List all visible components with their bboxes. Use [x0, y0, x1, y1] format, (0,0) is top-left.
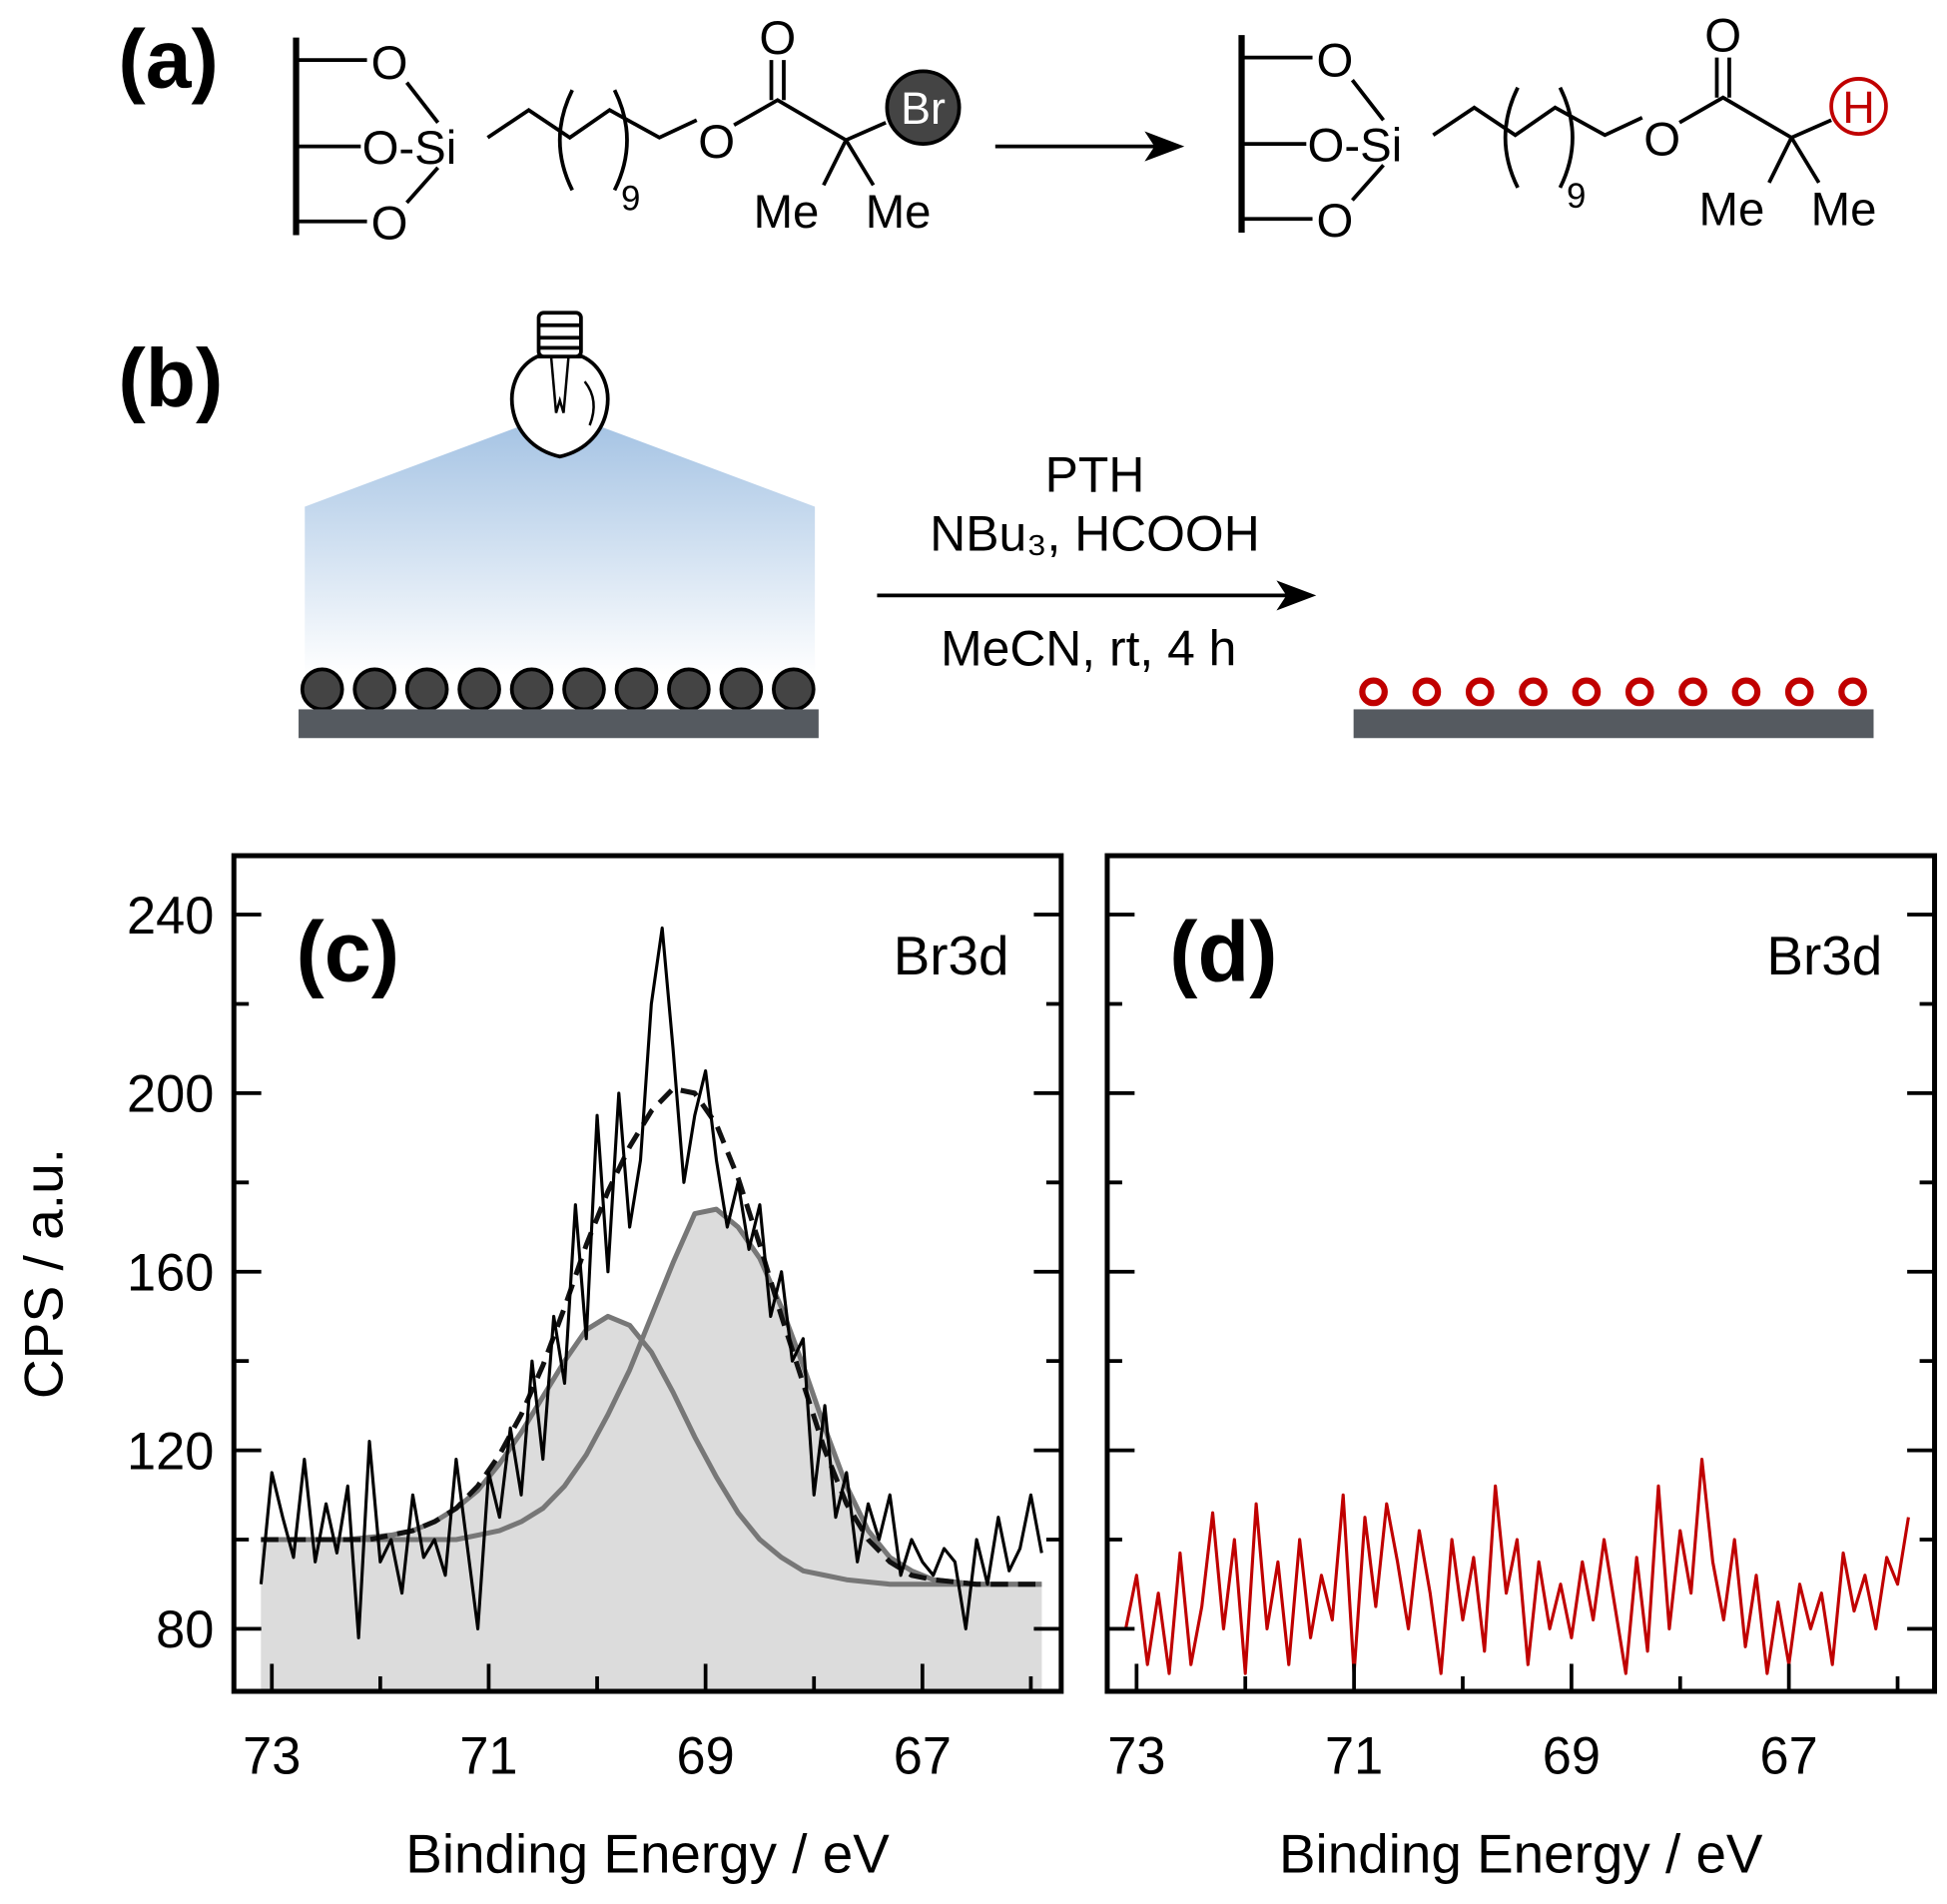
spectrum [259, 926, 1043, 1639]
ring [1731, 677, 1761, 707]
ring [1519, 677, 1548, 707]
dot [719, 667, 764, 712]
bracket [1503, 86, 1575, 189]
repeat-count: 9 [1567, 177, 1586, 216]
atom: Br [901, 83, 946, 134]
atom: O [1643, 113, 1680, 166]
bracket [557, 89, 629, 192]
x-axis-label: Binding Energy / eV [1279, 1823, 1763, 1885]
atom: O [1704, 9, 1741, 62]
ring [1624, 677, 1654, 707]
atom: O-Si [1308, 120, 1403, 173]
panel-label: (b) [118, 332, 223, 424]
dot [509, 667, 554, 712]
ring [1359, 677, 1388, 707]
repeat-count: 9 [621, 179, 640, 218]
atom: O-Si [362, 122, 457, 175]
atom: O [698, 116, 735, 169]
atom: Me [866, 186, 932, 239]
arrow-head [1144, 131, 1185, 162]
panel-label: (a) [118, 14, 219, 106]
substrate [299, 709, 819, 739]
dot [562, 667, 606, 712]
annotation: Br3d [894, 925, 1009, 986]
ring [1784, 677, 1814, 707]
y-tick-label: 120 [127, 1423, 214, 1481]
y-tick-label: 200 [127, 1066, 214, 1124]
dot [300, 667, 344, 712]
fit-area [261, 1209, 1042, 1692]
charts: 80 120 160 200 240 73 71 69 67 (c) Br3d Binding Ene… [12, 853, 1938, 1885]
atom: Me [754, 186, 820, 239]
light-cone [305, 425, 816, 676]
conditions: MeCN, rt, 4 h [941, 620, 1236, 676]
atom: O [1317, 195, 1354, 248]
arrow-head [1276, 580, 1317, 611]
x-tick-label: 67 [1760, 1728, 1818, 1786]
y-tick-label: 80 [156, 1601, 214, 1659]
x-axis-label: Binding Energy / eV [405, 1823, 890, 1885]
ring [1412, 677, 1442, 707]
annotation: Br3d [1766, 925, 1882, 986]
reagent: PTH [1045, 446, 1145, 502]
hydrogen-rings [1359, 677, 1867, 707]
end-group-ring [1829, 77, 1888, 136]
light-bulb [509, 311, 610, 459]
panel-label: (d) [1169, 905, 1277, 999]
ring [1838, 677, 1867, 707]
bond [296, 58, 440, 224]
atom: O [371, 37, 408, 90]
y-axis-label: CPS / a.u. [12, 1148, 74, 1399]
y-tick-label: 160 [127, 1244, 214, 1302]
y-tick-label: 240 [127, 888, 214, 946]
chart: 73 71 69 67 (d) Br3d Binding Energy / eV [1104, 853, 1938, 1885]
chart: 80 120 160 200 240 73 71 69 67 (c) Br3d Binding Ene… [12, 853, 1064, 1885]
bond [1241, 55, 1386, 222]
x-tick-label: 73 [1107, 1728, 1165, 1786]
atom: Me [1699, 183, 1765, 236]
plot-area [259, 926, 1043, 1692]
ring [1465, 677, 1495, 707]
x-tick-label: 71 [459, 1728, 517, 1786]
ring [1572, 677, 1602, 707]
atom: Me [1811, 183, 1877, 236]
ring [1678, 677, 1707, 707]
atom: O [371, 197, 408, 250]
panel-label: (c) [297, 905, 400, 999]
atom: O [759, 12, 796, 65]
dot [667, 667, 711, 712]
fit-component [261, 1313, 1042, 1587]
x-tick-label: 71 [1325, 1728, 1383, 1786]
end-group-ball [885, 69, 962, 146]
additives: NBu₃, HCOOH [930, 505, 1259, 561]
dot [614, 667, 659, 712]
spectrum [1123, 1457, 1910, 1675]
fit-envelope [261, 1085, 1042, 1587]
x-tick-label: 69 [677, 1728, 735, 1786]
chain [1432, 57, 1832, 184]
x-tick-label: 67 [894, 1728, 952, 1786]
dot [352, 667, 396, 712]
dot [457, 667, 501, 712]
dot [772, 667, 816, 712]
atom: H [1842, 82, 1874, 133]
bromine-dots [300, 667, 816, 712]
chain [486, 60, 887, 187]
x-tick-label: 69 [1543, 1728, 1601, 1786]
x-tick-label: 73 [243, 1728, 301, 1786]
dot [404, 667, 449, 712]
substrate [1353, 709, 1874, 739]
plot-area [1123, 1457, 1910, 1675]
atom: O [1317, 34, 1354, 87]
